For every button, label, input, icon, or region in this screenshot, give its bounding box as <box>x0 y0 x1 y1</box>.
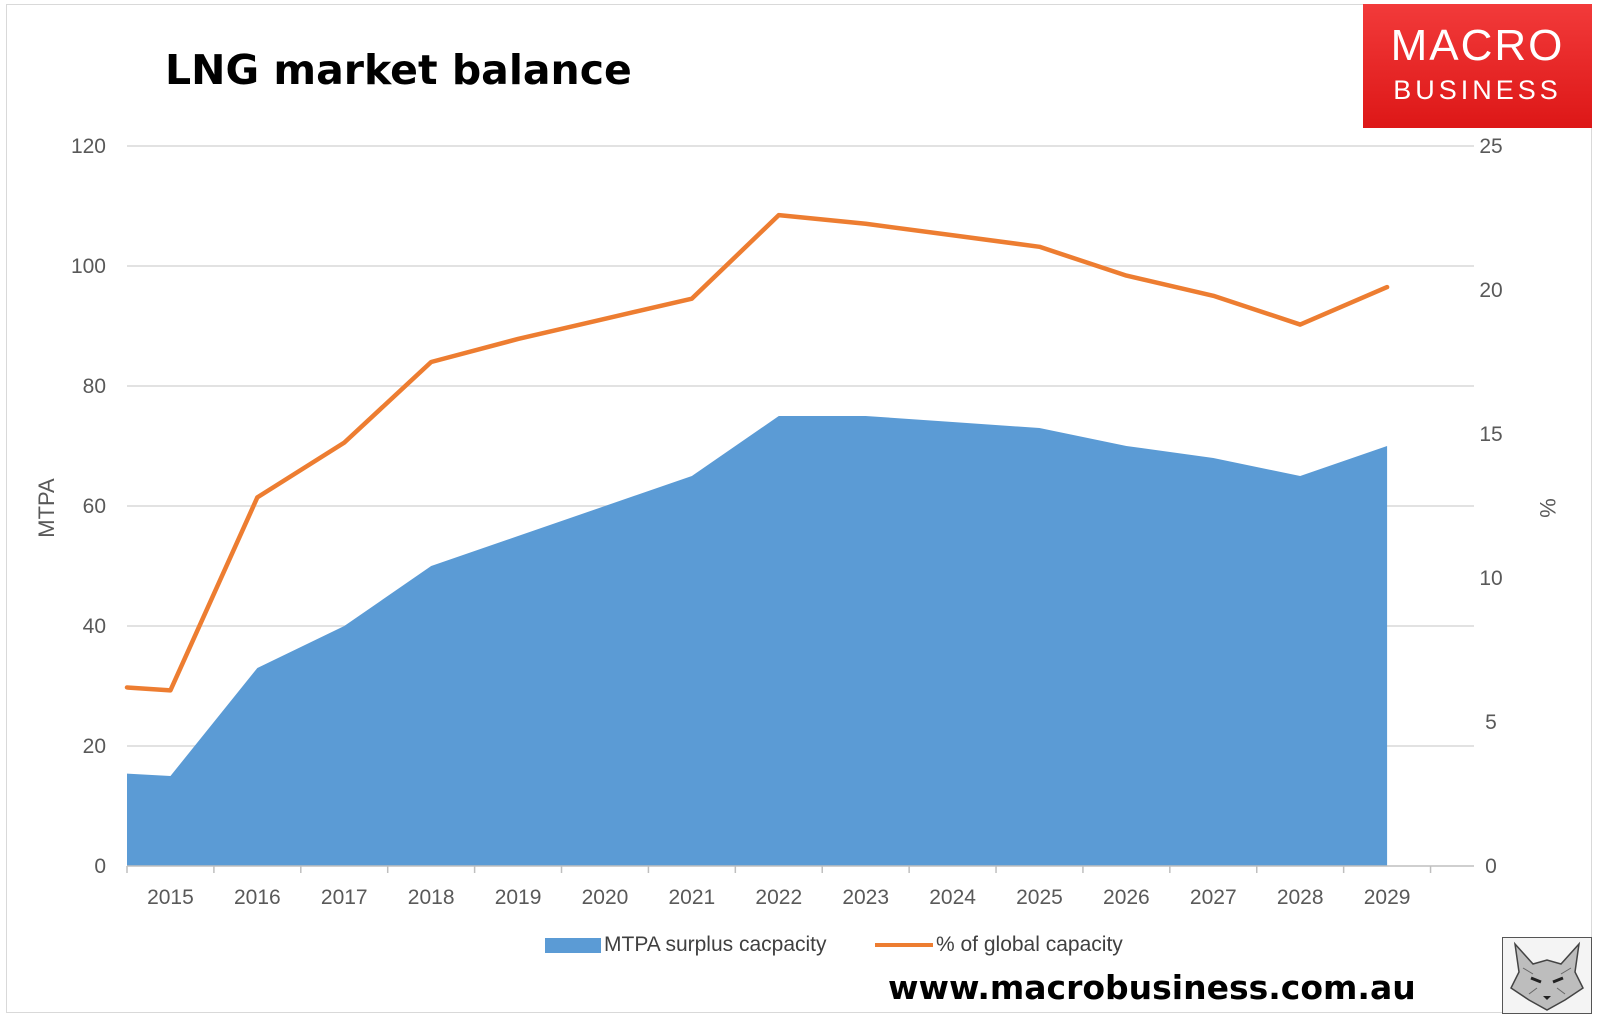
legend-line-swatch <box>875 943 933 947</box>
chart-frame <box>6 4 1592 1013</box>
y-tick-label: 100 <box>71 255 106 278</box>
axes <box>126 865 1474 873</box>
area-fill-mtpa-surplus <box>127 416 1388 866</box>
y-tick-label: 60 <box>83 495 106 518</box>
y2-tick-label: 25 <box>1479 135 1502 158</box>
y2-tick-label: 0 <box>1485 855 1497 878</box>
y2-tick-label: 15 <box>1479 423 1502 446</box>
left-axis-ticks: 0 20 40 60 80 100 120 <box>71 135 106 878</box>
x-tick-label: 2022 <box>755 886 802 909</box>
y-tick-label: 0 <box>94 855 106 878</box>
x-tick-label: 2024 <box>929 886 976 909</box>
x-tick-label: 2026 <box>1103 886 1150 909</box>
x-tick-label: 2018 <box>408 886 455 909</box>
x-tick-label: 2017 <box>321 886 368 909</box>
chart-title: LNG market balance <box>165 46 632 94</box>
x-axis-ticks: 2015 2016 2017 2018 2019 2020 2021 2022 2023 2024… <box>147 886 1410 909</box>
legend-label-area: MTPA surplus cacpacity <box>604 933 827 956</box>
y2-tick-label: 10 <box>1479 567 1502 590</box>
logo-line-2: BUSINESS <box>1393 75 1562 105</box>
legend-area-swatch <box>545 937 601 953</box>
logo-line-1: MACRO <box>1390 21 1565 70</box>
y-tick-label: 120 <box>71 135 106 158</box>
legend-label-line: % of global capacity <box>936 933 1123 956</box>
y2-tick-label: 5 <box>1485 711 1497 734</box>
y-tick-label: 80 <box>83 375 106 398</box>
x-tick-label: 2027 <box>1190 886 1237 909</box>
x-tick-label: 2023 <box>842 886 889 909</box>
website-url: www.macrobusiness.com.au <box>888 968 1416 1007</box>
x-tick-label: 2016 <box>234 886 281 909</box>
legend-item-line: % of global capacity <box>875 933 1123 957</box>
x-tick-label: 2015 <box>147 886 194 909</box>
right-axis-ticks: 0 5 10 15 20 25 <box>1479 135 1502 878</box>
area-series <box>127 416 1388 866</box>
line-pct-global-capacity <box>124 212 1390 693</box>
line-series <box>124 212 1390 693</box>
x-tick-label: 2021 <box>669 886 716 909</box>
x-tick-label: 2028 <box>1277 886 1324 909</box>
y2-tick-label: 20 <box>1479 279 1502 302</box>
x-tick-label: 2025 <box>1016 886 1063 909</box>
macrobusiness-logo: MACRO BUSINESS <box>1363 4 1592 128</box>
y-tick-label: 20 <box>83 735 106 758</box>
fox-logo-icon <box>1502 937 1592 1014</box>
legend-item-area: MTPA surplus cacpacity <box>545 933 827 957</box>
x-tick-label: 2019 <box>495 886 542 909</box>
x-tick-label: 2020 <box>582 886 629 909</box>
y-tick-label: 40 <box>83 615 106 638</box>
x-tick-label: 2029 <box>1364 886 1411 909</box>
y-axis-label: MTPA <box>34 478 59 538</box>
y2-axis-label: % <box>1535 498 1560 518</box>
